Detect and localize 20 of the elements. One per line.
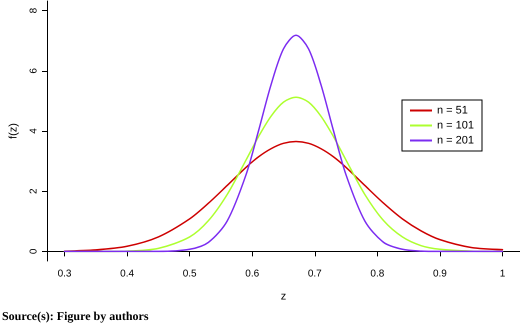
x-tick-label: 0.3 <box>58 268 72 280</box>
source-note: Source(s): Figure by authors <box>2 309 149 323</box>
x-tick-label: 0.8 <box>370 268 385 280</box>
y-axis-title: f(z) <box>8 123 20 139</box>
y-tick-label: 2 <box>28 188 40 194</box>
x-tick-label: 0.7 <box>308 268 322 280</box>
x-tick-label: 0.9 <box>432 268 448 280</box>
y-tick-label: 8 <box>28 7 40 14</box>
x-tick-label: 0.6 <box>245 268 260 280</box>
legend-label: n = 201 <box>436 134 474 146</box>
y-tick-label: 6 <box>28 68 40 74</box>
x-axis-title: z <box>280 290 286 302</box>
line-series <box>64 34 504 252</box>
legend-label: n = 51 <box>436 104 468 116</box>
legend-label: n = 101 <box>436 120 474 132</box>
x-tick-label: 0.4 <box>120 268 134 280</box>
x-tick-label: 1 <box>500 268 506 280</box>
x-tick-label: 0.5 <box>182 268 198 280</box>
y-tick-label: 0 <box>28 248 40 254</box>
y-tick-label: 4 <box>28 128 40 134</box>
